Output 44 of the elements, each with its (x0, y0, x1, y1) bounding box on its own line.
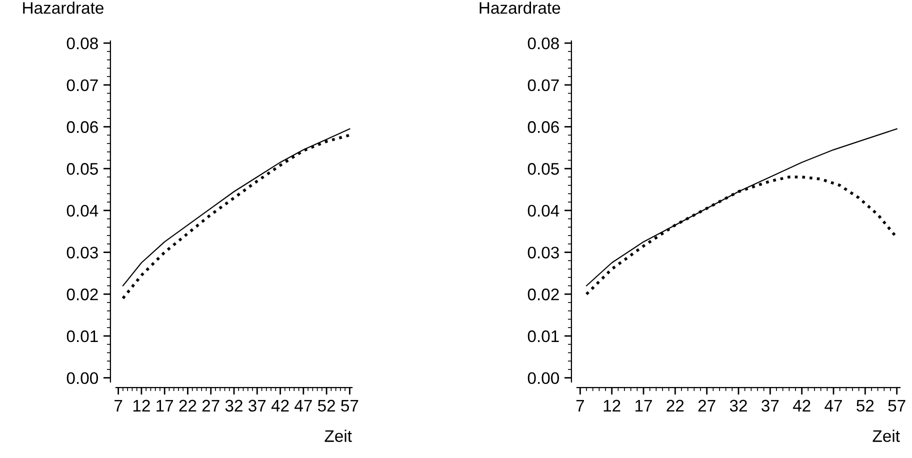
x-tick-label: 42 (792, 400, 810, 412)
y-tick-label: 0.08 (528, 37, 559, 50)
x-tick-label: 12 (604, 400, 620, 412)
y-tick-label: 0.02 (66, 288, 98, 300)
x-tick-label: 57 (341, 400, 358, 412)
x-tick-label: 22 (179, 400, 196, 412)
y-tick-label: 0.06 (66, 121, 98, 133)
y-tick-label: 0.02 (528, 288, 559, 300)
x-tick-label: 32 (730, 400, 747, 412)
y-tick-label: 0.07 (528, 79, 559, 92)
x-tick-label: 37 (248, 400, 266, 412)
x-tick-label: 47 (294, 400, 312, 412)
y-tick-label: 0.03 (528, 246, 559, 258)
y-axis-title: Hazardrate (480, 2, 560, 14)
y-tick-label: 0.01 (528, 330, 559, 342)
x-axis-title: Zeit (872, 430, 900, 442)
y-tick-label: 0.07 (66, 79, 98, 92)
x-tick-label: 52 (856, 400, 874, 412)
x-tick-label: 37 (762, 400, 779, 412)
y-tick-label: 0.05 (528, 163, 559, 175)
x-tick-label: 27 (202, 400, 220, 412)
x-tick-label: 22 (666, 400, 684, 412)
x-tick-label: 7 (576, 400, 584, 412)
y-tick-label: 0.03 (66, 246, 98, 258)
x-tick-label: 32 (225, 400, 242, 412)
x-tick-label: 47 (824, 400, 842, 412)
x-axis-title: Zeit (324, 430, 352, 442)
y-tick-label: 0.08 (66, 37, 98, 50)
x-tick-label: 12 (133, 400, 150, 412)
x-tick-label: 7 (114, 400, 122, 412)
y-tick-label: 0.05 (66, 163, 98, 175)
x-tick-label: 17 (636, 400, 652, 412)
x-tick-label: 52 (318, 400, 335, 412)
x-tick-label: 42 (271, 400, 289, 412)
x-tick-label: 17 (156, 400, 174, 412)
y-axis-title: Hazardrate (23, 2, 104, 14)
y-tick-label: 0.06 (528, 121, 559, 133)
y-tick-label: 0.04 (528, 204, 560, 217)
x-tick-label: 57 (888, 400, 906, 412)
y-tick-label: 0.00 (528, 372, 559, 384)
y-tick-label: 0.04 (66, 204, 98, 217)
x-tick-label: 27 (698, 400, 716, 412)
y-tick-label: 0.00 (66, 372, 98, 384)
y-tick-label: 0.01 (66, 330, 98, 342)
